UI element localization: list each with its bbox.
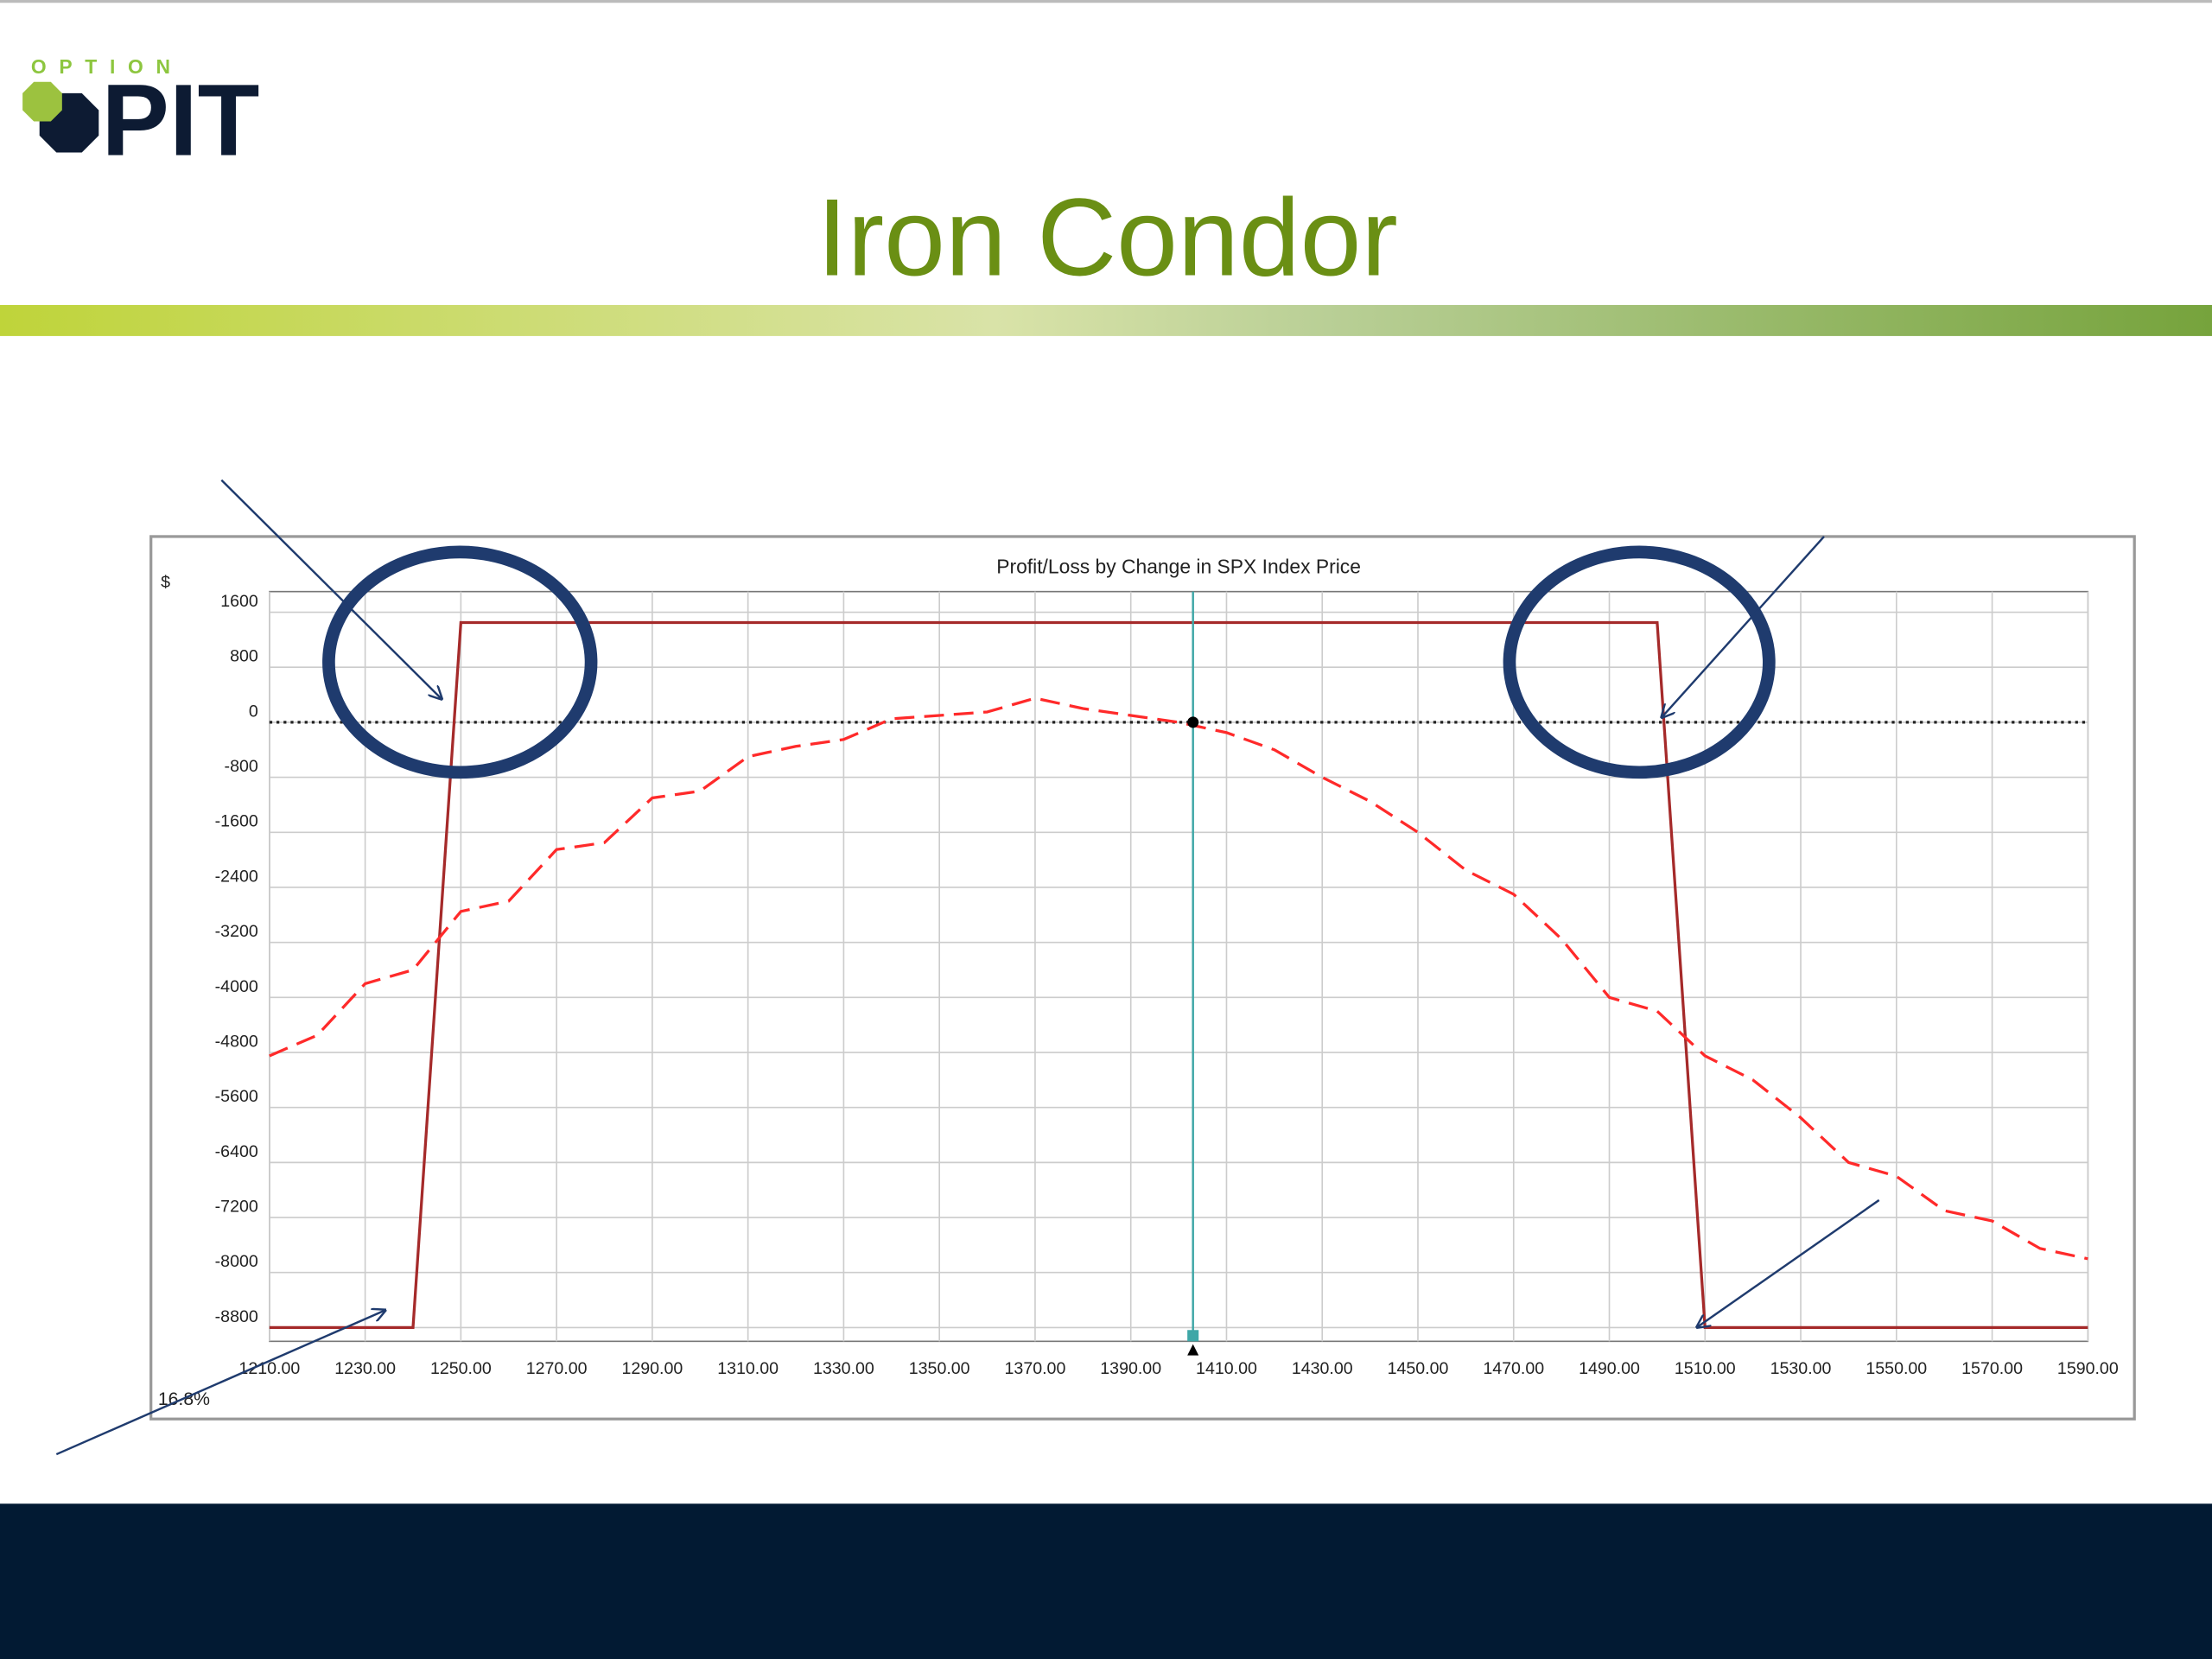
highlight-ellipse xyxy=(322,545,598,779)
y-tick-label: -4000 xyxy=(215,977,258,996)
logo-top: OPTION xyxy=(31,55,183,78)
x-tick-label: 1390.00 xyxy=(1100,1359,1161,1378)
slide-title: Iron Condor xyxy=(817,176,1397,299)
x-tick-label: 1410.00 xyxy=(1196,1359,1257,1378)
x-tick-label: 1530.00 xyxy=(1770,1359,1832,1378)
chart-title: Profit/Loss by Change in SPX Index Price xyxy=(996,555,1361,577)
cursor-handle xyxy=(1187,1330,1199,1342)
x-tick-label: 1570.00 xyxy=(1961,1359,2023,1378)
series-line xyxy=(269,620,2088,1330)
arrow xyxy=(220,479,442,699)
arrow xyxy=(1662,536,1825,717)
arrow xyxy=(1697,1198,1880,1327)
y-tick-label: 800 xyxy=(230,647,258,666)
x-tick-label: 1310.00 xyxy=(717,1359,779,1378)
x-tick-label: 1350.00 xyxy=(909,1359,970,1378)
arrow xyxy=(55,1310,385,1456)
chart: Profit/Loss by Change in SPX Index Price… xyxy=(158,555,2119,1408)
x-tick-label: 1590.00 xyxy=(2057,1359,2119,1378)
x-tick-label: 1290.00 xyxy=(621,1359,683,1378)
y-tick-label: -7200 xyxy=(215,1198,258,1217)
x-tick-label: 1370.00 xyxy=(1005,1359,1066,1378)
x-tick-label: 1330.00 xyxy=(813,1359,874,1378)
cursor-pointer xyxy=(1187,1344,1199,1356)
x-tick-label: 1430.00 xyxy=(1292,1359,1353,1378)
y-tick-label: -8800 xyxy=(215,1307,258,1326)
x-tick-label: 1510.00 xyxy=(1675,1359,1736,1378)
x-tick-label: 1450.00 xyxy=(1388,1359,1449,1378)
y-tick-label: -6400 xyxy=(215,1142,258,1161)
x-tick-label: 1210.00 xyxy=(238,1359,300,1378)
y-tick-label: 1600 xyxy=(220,592,258,611)
y-tick-label: -5600 xyxy=(215,1087,258,1106)
y-tick-label: -800 xyxy=(225,757,258,776)
x-tick-label: 1230.00 xyxy=(334,1359,396,1378)
series-line xyxy=(269,696,2088,1261)
y-axis-label: $ xyxy=(161,573,170,592)
y-tick-label: -8000 xyxy=(215,1252,258,1271)
logo-octagon-small xyxy=(22,81,62,122)
y-tick-label: -3200 xyxy=(215,922,258,941)
y-tick-label: -1600 xyxy=(215,812,258,831)
highlight-ellipse xyxy=(1503,545,1776,779)
logo: OPTION PIT xyxy=(22,55,259,177)
y-tick-label: 0 xyxy=(249,702,258,721)
plot-area xyxy=(269,590,2089,1343)
x-tick-label: 1550.00 xyxy=(1866,1359,1927,1378)
x-tick-label: 1490.00 xyxy=(1579,1359,1640,1378)
x-tick-label: 1470.00 xyxy=(1483,1359,1544,1378)
cursor-dot xyxy=(1187,716,1199,728)
x-tick-label: 1270.00 xyxy=(526,1359,588,1378)
y-tick-label: -4800 xyxy=(215,1032,258,1051)
footer-band xyxy=(0,1503,2212,1659)
y-tick-label: -2400 xyxy=(215,867,258,886)
x-tick-label: 1250.00 xyxy=(430,1359,492,1378)
title-band xyxy=(0,304,2212,336)
logo-main: PIT xyxy=(102,64,260,177)
